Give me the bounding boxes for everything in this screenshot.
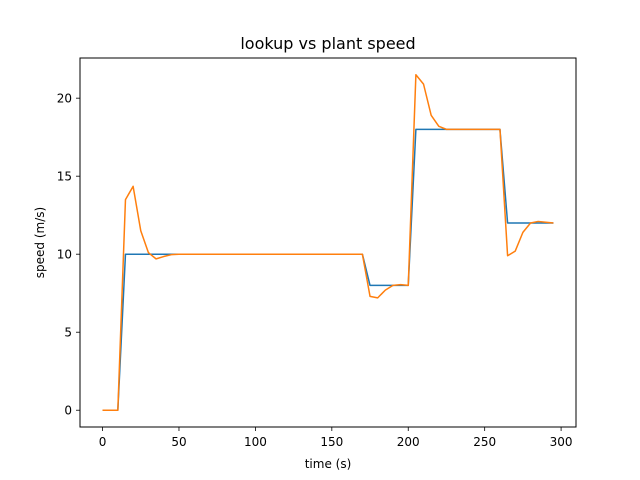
x-tick-label: 250 xyxy=(473,435,496,449)
series-line-plant xyxy=(102,74,554,411)
chart-title: lookup vs plant speed xyxy=(240,34,415,53)
series-line-lookup xyxy=(102,128,554,411)
y-axis-ticks: 0 5 10 15 20 xyxy=(57,92,80,418)
x-axis-ticks: 0 50 100 150 200 250 300 xyxy=(99,427,573,449)
y-axis-label: speed (m/s) xyxy=(33,207,47,278)
x-tick-label: 50 xyxy=(171,435,186,449)
x-tick-label: 300 xyxy=(550,435,573,449)
x-tick-label: 100 xyxy=(244,435,267,449)
x-axis-label: time (s) xyxy=(305,457,352,471)
y-tick-label: 0 xyxy=(64,404,72,418)
y-tick-label: 20 xyxy=(57,92,72,106)
x-tick-label: 200 xyxy=(397,435,420,449)
y-tick-label: 15 xyxy=(57,170,72,184)
x-tick-label: 150 xyxy=(320,435,343,449)
series-lines xyxy=(102,74,554,411)
y-tick-label: 5 xyxy=(64,326,72,340)
x-tick-label: 0 xyxy=(99,435,107,449)
plot-frame xyxy=(79,57,577,428)
y-tick-label: 10 xyxy=(57,248,72,262)
